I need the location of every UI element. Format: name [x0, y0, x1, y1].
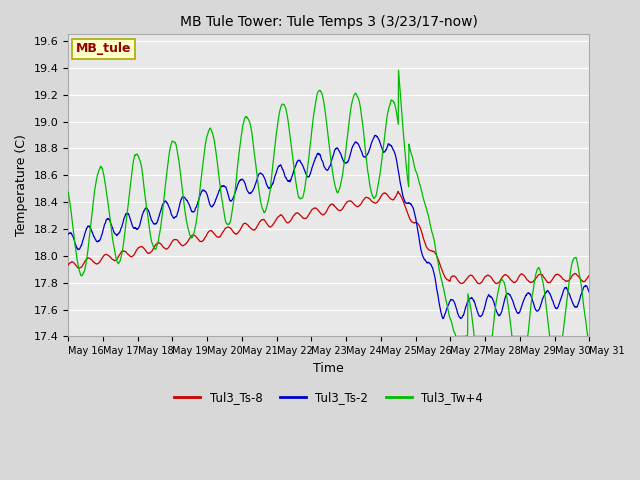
Legend: Tul3_Ts-8, Tul3_Ts-2, Tul3_Tw+4: Tul3_Ts-8, Tul3_Ts-2, Tul3_Tw+4	[170, 386, 488, 409]
Title: MB Tule Tower: Tule Temps 3 (3/23/17-now): MB Tule Tower: Tule Temps 3 (3/23/17-now…	[180, 15, 477, 29]
X-axis label: Time: Time	[314, 362, 344, 375]
Y-axis label: Temperature (C): Temperature (C)	[15, 134, 28, 236]
Text: MB_tule: MB_tule	[76, 42, 131, 56]
